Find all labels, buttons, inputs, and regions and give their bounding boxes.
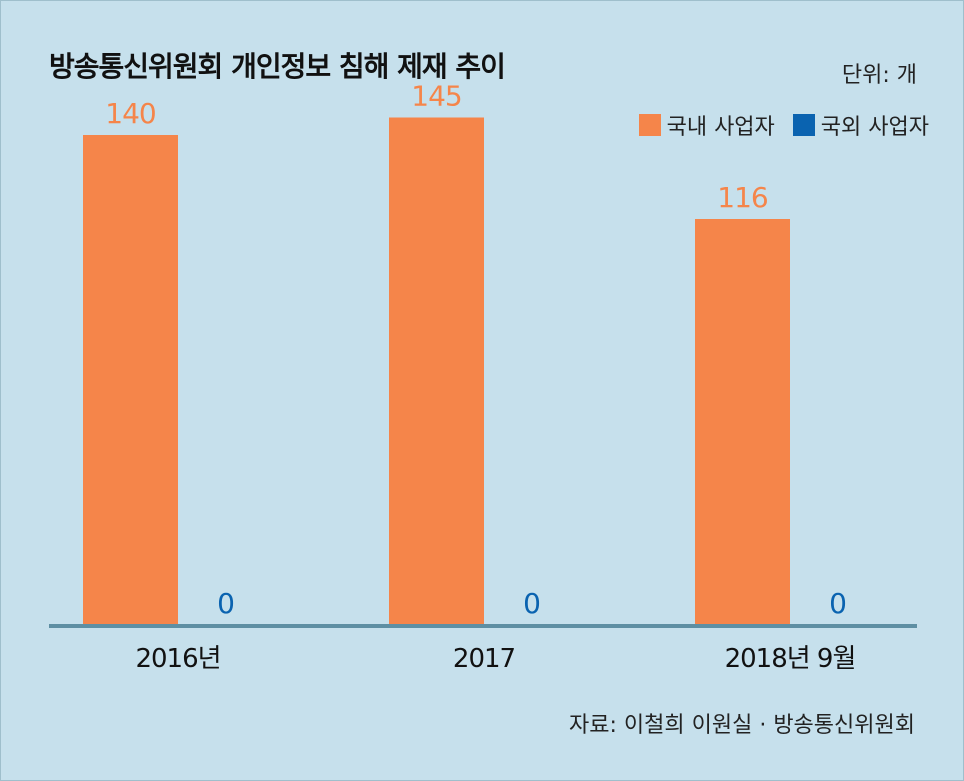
data-label-foreign-1: 0 xyxy=(523,587,540,620)
bar-domestic-0 xyxy=(83,135,178,625)
category-label-0: 2016년 xyxy=(135,644,220,674)
category-label-1: 2017 xyxy=(453,644,515,674)
category-label-2: 2018년 9월 xyxy=(725,644,856,674)
legend-label-foreign: 국외 사업자 xyxy=(820,115,929,140)
unit-label: 단위: 개 xyxy=(841,63,917,88)
source-note: 자료: 이철희 이원실 · 방송통신위원회 xyxy=(569,713,915,738)
chart-title: 방송통신위원회 개인정보 침해 제재 추이 xyxy=(49,50,506,83)
legend-item-domestic: 국내 사업자 xyxy=(638,109,775,141)
legend-item-foreign: 국외 사업자 xyxy=(792,109,929,141)
legend-label-domestic: 국내 사업자 xyxy=(666,115,775,140)
data-label-foreign-2: 0 xyxy=(829,587,846,620)
legend-swatch-domestic xyxy=(638,114,661,136)
bar-domestic-2 xyxy=(695,219,790,625)
data-label-domestic-0: 140 xyxy=(105,97,155,130)
legend-swatch-foreign xyxy=(792,114,815,136)
data-label-domestic-2: 116 xyxy=(717,181,768,214)
legend: 국내 사업자 국외 사업자 xyxy=(621,109,929,141)
data-label-foreign-0: 0 xyxy=(217,587,234,620)
data-label-domestic-1: 145 xyxy=(411,80,461,113)
bar-domestic-1 xyxy=(389,117,484,625)
